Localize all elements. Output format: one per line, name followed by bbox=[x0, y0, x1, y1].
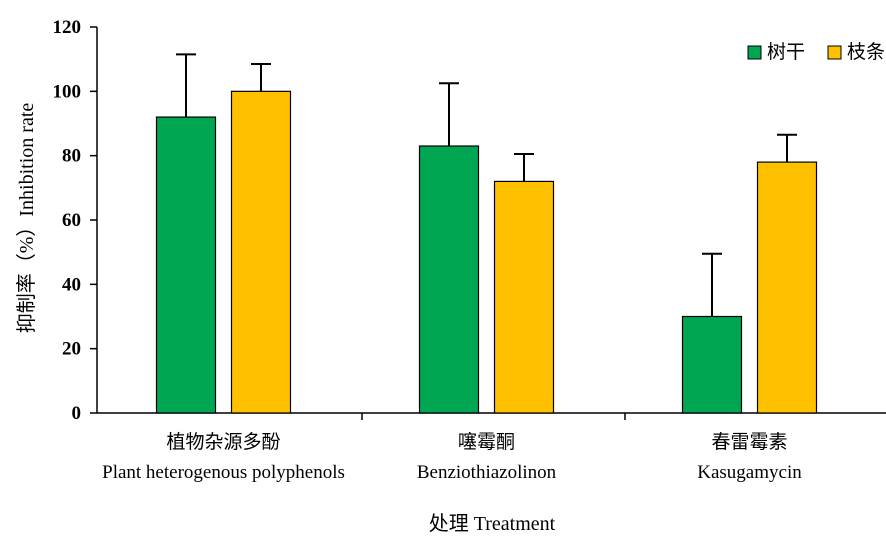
category-labels: 植物杂源多酚 Plant heterogenous polyphenols 噻霉酮 B… bbox=[102, 431, 802, 483]
legend-swatch bbox=[747, 45, 762, 60]
x-axis-title: 处理 Treatment bbox=[429, 512, 556, 535]
category-label-en: Plant heterogenous polyphenols bbox=[102, 462, 345, 483]
bar-trunk-2 bbox=[681, 315, 743, 414]
legend-label: 树干 bbox=[767, 41, 805, 63]
category-label-en: Kasugamycin bbox=[697, 462, 802, 483]
y-tick-label: 40 bbox=[62, 274, 81, 295]
y-tick-label: 100 bbox=[53, 81, 82, 102]
bar-branch-1 bbox=[493, 180, 555, 414]
category-label-en: Benziothiazolinon bbox=[417, 462, 557, 483]
bar-trunk-1 bbox=[418, 145, 480, 414]
category-label-zh: 植物杂源多酚 bbox=[166, 431, 280, 453]
legend-swatch bbox=[827, 45, 842, 60]
category-label-zh: 春雷霉素 bbox=[711, 431, 787, 453]
y-tick-label: 0 bbox=[72, 403, 82, 424]
bars bbox=[155, 90, 818, 414]
y-tick-label: 80 bbox=[62, 146, 81, 167]
y-axis: 0 20 40 60 80 100 120 bbox=[53, 17, 98, 424]
error-bars bbox=[176, 53, 797, 317]
x-axis bbox=[97, 412, 886, 420]
y-axis-title: 抑制率（%）Inhibition rate bbox=[15, 103, 38, 334]
y-tick-label: 60 bbox=[62, 210, 81, 231]
bar-branch-0 bbox=[230, 90, 292, 414]
y-tick-label: 20 bbox=[62, 339, 81, 360]
legend-label: 枝条 bbox=[847, 41, 885, 63]
bar-trunk-0 bbox=[155, 116, 217, 414]
y-tick-label: 120 bbox=[53, 17, 82, 38]
legend: 树干 枝条 bbox=[747, 41, 885, 63]
category-label-zh: 噻霉酮 bbox=[458, 431, 515, 453]
bar-branch-2 bbox=[756, 161, 818, 414]
